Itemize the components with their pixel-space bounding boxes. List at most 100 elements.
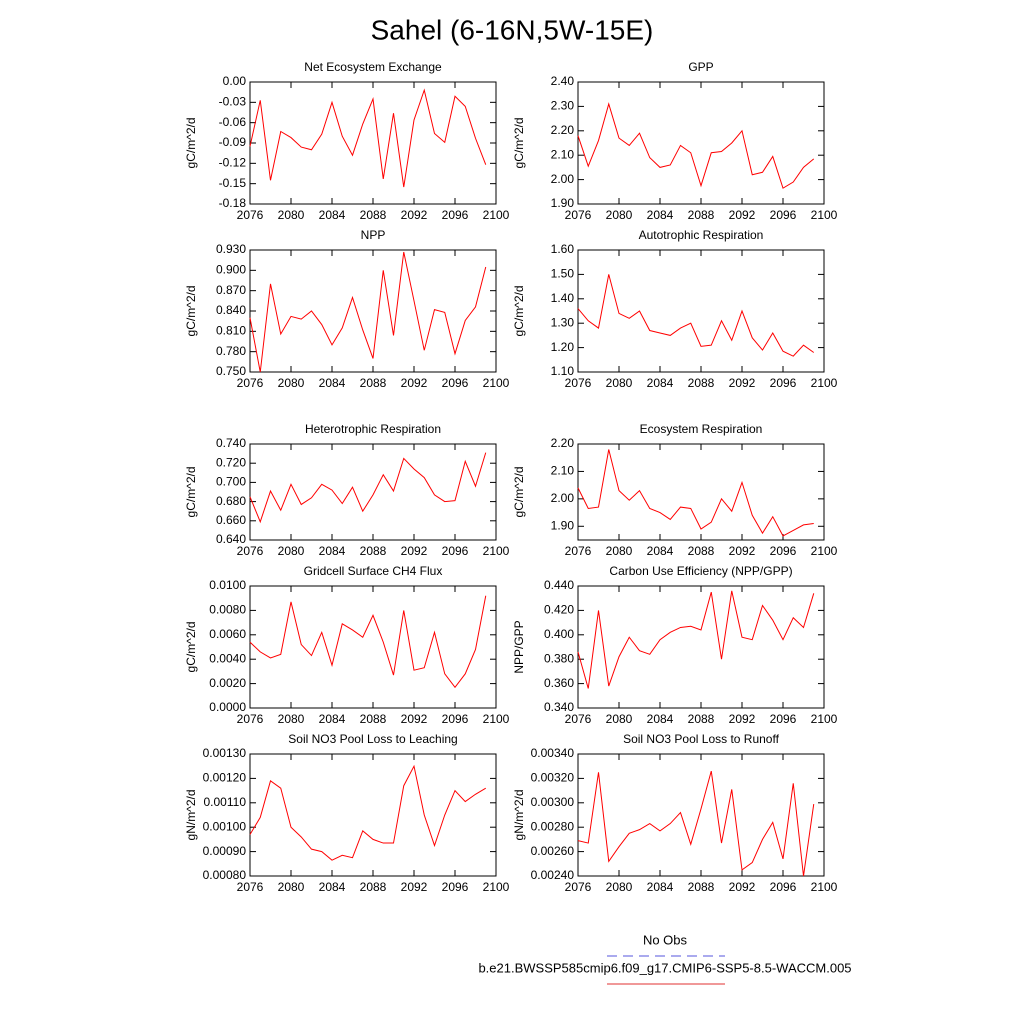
x-tick-label: 2088 <box>688 376 715 390</box>
y-tick-label: 0.700 <box>216 475 246 489</box>
y-tick-label: 0.0100 <box>209 578 246 592</box>
y-tick-label: 2.30 <box>551 99 575 113</box>
x-tick-label: 2096 <box>442 880 469 894</box>
data-line <box>577 770 815 877</box>
y-tick-label: 0.740 <box>216 436 246 450</box>
y-axis-label: gC/m^2/d <box>184 467 198 518</box>
data-line <box>577 590 815 689</box>
plot-frame <box>249 443 497 541</box>
x-tick-label: 2084 <box>647 208 674 222</box>
panel-title: Gridcell Surface CH4 Flux <box>304 564 443 578</box>
y-tick-label: 0.340 <box>544 700 574 714</box>
x-tick-label: 2088 <box>688 208 715 222</box>
x-tick-label: 2092 <box>401 712 428 726</box>
y-tick-label: 2.10 <box>551 464 575 478</box>
y-tick-label: 1.30 <box>551 315 575 329</box>
panel-title: Heterotrophic Respiration <box>305 422 441 436</box>
y-axis-label: gN/m^2/d <box>512 790 526 841</box>
data-line <box>249 251 487 373</box>
x-tick-label: 2096 <box>770 712 797 726</box>
x-tick-label: 2096 <box>442 712 469 726</box>
x-tick-label: 2080 <box>278 880 305 894</box>
plot-frame <box>577 585 825 709</box>
y-tick-label: 0.00130 <box>203 746 247 760</box>
y-tick-label: 2.00 <box>551 491 575 505</box>
x-tick-label: 2076 <box>565 712 592 726</box>
x-tick-label: 2080 <box>278 376 305 390</box>
panel-title: NPP <box>361 228 386 242</box>
x-tick-label: 2096 <box>770 376 797 390</box>
y-tick-label: 1.20 <box>551 340 575 354</box>
y-tick-label: 1.90 <box>551 518 575 532</box>
x-tick-label: 2088 <box>360 544 387 558</box>
y-tick-label: 0.00100 <box>203 819 247 833</box>
y-tick-label: 0.00120 <box>203 771 247 785</box>
x-tick-label: 2076 <box>237 880 264 894</box>
x-tick-label: 2100 <box>483 544 510 558</box>
x-tick-label: 2096 <box>442 208 469 222</box>
panel-title: Net Ecosystem Exchange <box>304 60 442 74</box>
x-tick-label: 2092 <box>729 712 756 726</box>
y-tick-label: 1.60 <box>551 242 575 256</box>
y-tick-label: 0.360 <box>544 676 574 690</box>
x-tick-label: 2096 <box>442 544 469 558</box>
x-tick-label: 2076 <box>237 208 264 222</box>
y-tick-label: 2.00 <box>551 172 575 186</box>
y-axis-label: gC/m^2/d <box>512 118 526 169</box>
x-tick-label: 2080 <box>606 880 633 894</box>
y-axis-label: gC/m^2/d <box>512 467 526 518</box>
plot-frame <box>577 443 825 541</box>
x-tick-label: 2080 <box>606 712 633 726</box>
panel-title: Soil NO3 Pool Loss to Leaching <box>288 732 457 746</box>
x-tick-label: 2092 <box>401 544 428 558</box>
panel-title: Autotrophic Respiration <box>639 228 764 242</box>
y-tick-label: 2.40 <box>551 74 575 88</box>
x-tick-label: 2100 <box>811 376 838 390</box>
y-tick-label: 0.00340 <box>531 746 575 760</box>
y-tick-label: 0.00110 <box>204 795 247 809</box>
y-axis-label: gC/m^2/d <box>184 622 198 673</box>
x-tick-label: 2088 <box>688 712 715 726</box>
legend-label: b.e21.BWSSP585cmip6.f09_g17.CMIP6-SSP5-8… <box>478 960 851 975</box>
x-tick-label: 2100 <box>811 880 838 894</box>
y-tick-label: 0.380 <box>544 651 574 665</box>
y-tick-label: 1.90 <box>551 196 575 210</box>
data-line <box>249 595 487 689</box>
y-tick-label: 1.50 <box>551 267 575 281</box>
x-tick-label: 2084 <box>319 376 346 390</box>
x-tick-label: 2076 <box>237 712 264 726</box>
plot-frame <box>249 753 497 877</box>
panel-title: GPP <box>688 60 713 74</box>
x-tick-label: 2100 <box>811 208 838 222</box>
x-tick-label: 2084 <box>319 208 346 222</box>
y-tick-label: 0.840 <box>216 303 246 317</box>
y-tick-label: 0.00 <box>223 74 247 88</box>
x-tick-label: 2100 <box>483 376 510 390</box>
panel-title: Ecosystem Respiration <box>640 422 763 436</box>
x-tick-label: 2100 <box>483 712 510 726</box>
x-tick-label: 2076 <box>565 880 592 894</box>
y-tick-label: 0.930 <box>216 242 246 256</box>
x-tick-label: 2084 <box>647 376 674 390</box>
y-tick-label: 2.10 <box>551 147 575 161</box>
panel-title: Carbon Use Efficiency (NPP/GPP) <box>609 564 792 578</box>
y-tick-label: 0.900 <box>216 263 246 277</box>
x-tick-label: 2088 <box>360 208 387 222</box>
y-tick-label: 2.20 <box>551 436 575 450</box>
x-tick-label: 2076 <box>565 544 592 558</box>
x-tick-label: 2080 <box>278 544 305 558</box>
y-tick-label: 0.0000 <box>209 700 246 714</box>
y-tick-label: 0.720 <box>216 455 246 469</box>
y-tick-label: 0.400 <box>544 627 574 641</box>
y-tick-label: 0.00240 <box>531 868 575 882</box>
y-tick-label: 0.780 <box>216 344 246 358</box>
x-tick-label: 2088 <box>688 544 715 558</box>
x-tick-label: 2100 <box>483 208 510 222</box>
x-tick-label: 2076 <box>565 208 592 222</box>
data-line <box>249 452 487 524</box>
y-axis-label: gC/m^2/d <box>184 118 198 169</box>
x-tick-label: 2100 <box>811 544 838 558</box>
y-tick-label: 0.00080 <box>203 868 247 882</box>
x-tick-label: 2092 <box>729 544 756 558</box>
x-tick-label: 2092 <box>401 376 428 390</box>
